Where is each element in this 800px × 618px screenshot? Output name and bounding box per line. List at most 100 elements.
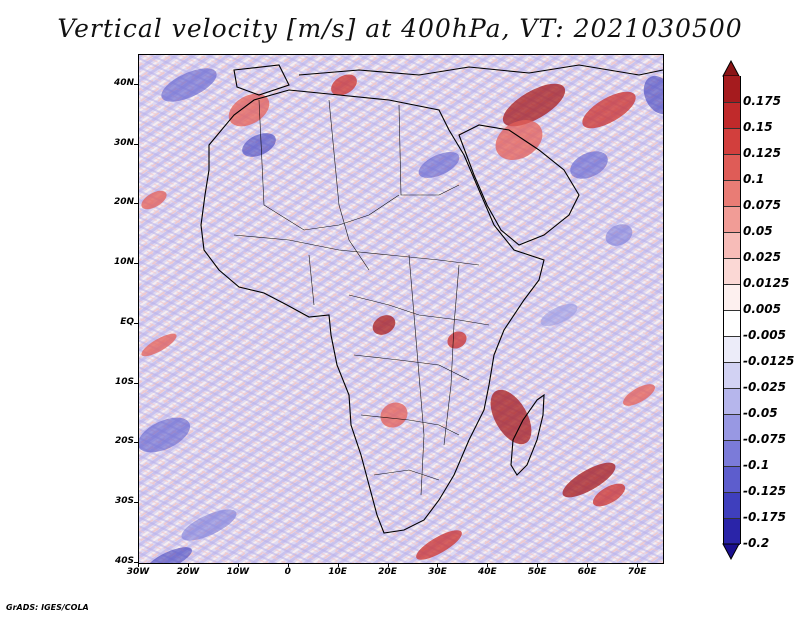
x-axis-label: 10E [328, 567, 347, 577]
y-axis-tick [134, 442, 138, 444]
downward-motion-patch [418, 152, 460, 178]
map-panel [138, 54, 664, 564]
x-axis-tick [187, 563, 189, 567]
y-axis-tick [134, 263, 138, 265]
x-axis-tick [587, 563, 589, 567]
colorbar [723, 76, 741, 545]
x-axis-tick [537, 563, 539, 567]
colorbar-label: -0.125 [743, 484, 786, 498]
x-axis-tick [637, 563, 639, 567]
y-axis-tick [134, 203, 138, 205]
colorbar-segment [724, 232, 740, 259]
x-axis-label: 30E [428, 567, 447, 577]
y-axis-label: 20N [113, 197, 134, 208]
colorbar-label: 0.025 [743, 250, 781, 264]
africa-coastline [200, 89, 545, 534]
colorbar-segment [724, 492, 740, 519]
y-axis-label: 30N [113, 137, 134, 148]
mediterranean-north [298, 64, 663, 76]
colorbar-label: -0.025 [743, 380, 786, 394]
x-axis-tick [387, 563, 389, 567]
upward-motion-patch [380, 402, 408, 428]
colorbar-segment [724, 518, 740, 545]
colorbar-segment [724, 284, 740, 311]
upward-motion-patch [623, 384, 655, 406]
colorbar-segment [724, 466, 740, 493]
y-axis-label: 40N [113, 77, 134, 88]
downward-motion-patch [242, 133, 276, 157]
colorbar-label: 0.05 [743, 224, 773, 238]
downward-motion-patch [605, 224, 633, 246]
x-axis-label: 70E [627, 567, 647, 577]
colorbar-label: 0.1 [743, 172, 765, 186]
colorbar-top-arrow [722, 60, 740, 77]
y-axis-tick [134, 382, 138, 384]
velocity-map [139, 55, 663, 563]
downward-motion-patch [161, 68, 217, 102]
y-axis-tick [134, 143, 138, 145]
upward-motion-patch [447, 331, 467, 349]
colorbar-label: -0.0125 [743, 354, 795, 368]
arabia-outline [458, 124, 580, 246]
colorbar-segment [724, 336, 740, 363]
x-axis-label: 20E [378, 567, 397, 577]
x-axis-tick [237, 563, 239, 567]
x-axis-label: 0 [284, 567, 291, 577]
colorbar-segment [724, 414, 740, 441]
upward-motion-patch [502, 83, 566, 127]
y-axis-label: EQ [120, 316, 134, 327]
colorbar-segment [724, 154, 740, 181]
colorbar-segment [724, 206, 740, 233]
colorbar-label: -0.2 [743, 536, 770, 550]
y-axis-tick [134, 562, 138, 563]
colorbar-bottom-arrow [722, 543, 740, 560]
plot-title: Vertical velocity [m/s] at 400hPa, VT: 2… [57, 14, 743, 43]
colorbar-label: 0.175 [743, 94, 781, 108]
colorbar-segment [724, 128, 740, 155]
upward-motion-patch [582, 91, 636, 129]
colorbar-segment [724, 362, 740, 389]
software-credit: GrADS: IGES/COLA [6, 603, 89, 612]
colorbar-label: 0.0125 [743, 276, 790, 290]
colorbar-label: -0.075 [743, 432, 786, 446]
velocity-anomalies [139, 68, 663, 563]
upward-motion-patch [331, 74, 357, 96]
upward-motion-patch [592, 483, 626, 507]
upward-motion-patch [490, 389, 532, 445]
x-axis-label: 10W [226, 567, 250, 577]
x-axis-tick [337, 563, 339, 567]
y-axis-label: 10N [113, 257, 134, 268]
downward-motion-patch [570, 151, 608, 179]
x-axis-tick [487, 563, 489, 567]
x-axis-label: 30W [126, 567, 150, 577]
colorbar-label: -0.1 [743, 458, 770, 472]
colorbar-segment [724, 258, 740, 285]
upward-motion-patch [372, 315, 396, 335]
x-axis-tick [138, 563, 139, 567]
iberia-outline [233, 64, 290, 96]
coastlines [200, 64, 663, 534]
y-axis-tick [134, 83, 138, 85]
upward-motion-patch [416, 530, 462, 560]
downward-motion-patch [643, 75, 663, 115]
y-axis-tick [134, 322, 138, 324]
upward-motion-patch [562, 462, 616, 498]
x-axis-tick [287, 563, 289, 567]
colorbar-segment [724, 76, 740, 102]
y-axis-label: 30S [114, 496, 134, 507]
colorbar-label: 0.125 [743, 146, 781, 160]
downward-motion-patch [540, 303, 578, 327]
x-axis-label: 20W [176, 567, 200, 577]
madagascar-outline [510, 393, 545, 476]
upward-motion-patch [141, 333, 177, 357]
x-axis-label: 50E [527, 567, 547, 577]
colorbar-segment [724, 180, 740, 207]
downward-motion-patch [146, 547, 192, 563]
colorbar-segment [724, 388, 740, 415]
y-axis-label: 20S [114, 436, 134, 447]
colorbar-label: -0.175 [743, 510, 786, 524]
country-borders [233, 99, 490, 496]
upward-motion-patch [141, 190, 167, 210]
colorbar-label: -0.05 [743, 406, 778, 420]
colorbar-label: 0.005 [743, 302, 781, 316]
